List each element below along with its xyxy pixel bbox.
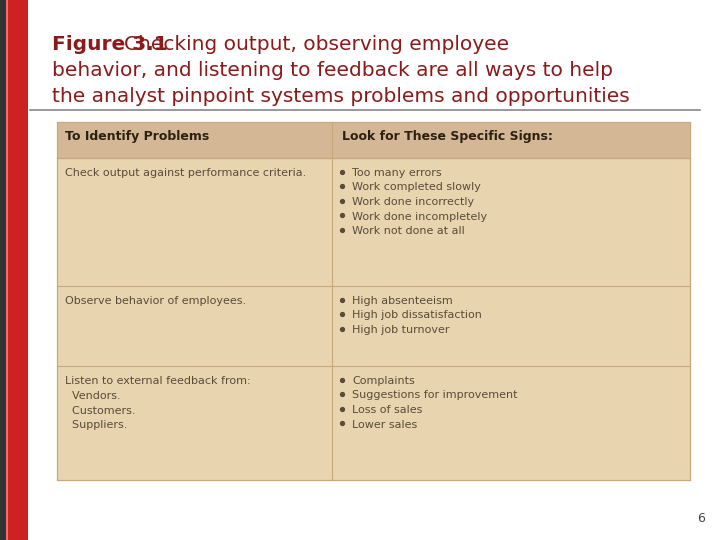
Text: Suggestions for improvement: Suggestions for improvement bbox=[352, 390, 518, 401]
Bar bbox=[6, 0, 8, 540]
Text: Listen to external feedback from:
  Vendors.
  Customers.
  Suppliers.: Listen to external feedback from: Vendor… bbox=[65, 376, 251, 430]
Bar bbox=[57, 122, 690, 480]
Bar bbox=[0, 0, 8, 540]
Text: Work done incorrectly: Work done incorrectly bbox=[352, 197, 474, 207]
Text: Work not done at all: Work not done at all bbox=[352, 226, 465, 236]
Text: Look for These Specific Signs:: Look for These Specific Signs: bbox=[342, 130, 553, 143]
Text: Checking output, observing employee: Checking output, observing employee bbox=[124, 35, 509, 54]
Text: Too many errors: Too many errors bbox=[352, 168, 442, 178]
Text: Complaints: Complaints bbox=[352, 376, 415, 386]
Text: High job turnover: High job turnover bbox=[352, 325, 450, 335]
Bar bbox=[57, 122, 690, 158]
Text: High job dissatisfaction: High job dissatisfaction bbox=[352, 310, 482, 321]
Text: Figure 3.1: Figure 3.1 bbox=[52, 35, 168, 54]
Text: Loss of sales: Loss of sales bbox=[352, 405, 423, 415]
Text: To Identify Problems: To Identify Problems bbox=[65, 130, 210, 143]
Text: Work completed slowly: Work completed slowly bbox=[352, 183, 481, 192]
Text: 6: 6 bbox=[697, 512, 705, 525]
Text: Observe behavior of employees.: Observe behavior of employees. bbox=[65, 296, 246, 306]
Text: High absenteeism: High absenteeism bbox=[352, 296, 453, 306]
Text: behavior, and listening to feedback are all ways to help: behavior, and listening to feedback are … bbox=[52, 61, 613, 80]
Text: Check output against performance criteria.: Check output against performance criteri… bbox=[65, 168, 306, 178]
Bar bbox=[6, 0, 28, 540]
Text: Work done incompletely: Work done incompletely bbox=[352, 212, 487, 221]
Text: the analyst pinpoint systems problems and opportunities: the analyst pinpoint systems problems an… bbox=[52, 87, 630, 106]
Text: Lower sales: Lower sales bbox=[352, 420, 418, 429]
